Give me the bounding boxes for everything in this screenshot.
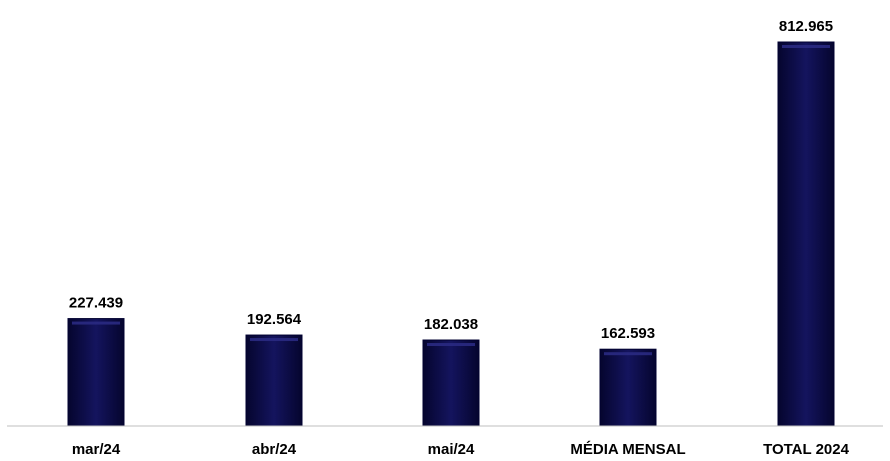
value-label-4: 812.965 <box>779 18 833 35</box>
value-label-2: 182.038 <box>424 316 478 333</box>
category-label-2: mai/24 <box>428 441 475 458</box>
value-label-1: 192.564 <box>247 311 302 328</box>
bars-group <box>67 41 835 427</box>
bar-highlight-0 <box>72 321 120 325</box>
bar-4 <box>777 41 835 427</box>
value-labels-group: 227.439 192.564 182.038 162.593 812.965 <box>69 18 833 342</box>
bar-2 <box>422 339 480 427</box>
value-label-3: 162.593 <box>601 325 655 342</box>
value-label-0: 227.439 <box>69 295 123 312</box>
category-label-0: mar/24 <box>72 441 121 458</box>
bar-highlight-2 <box>427 343 475 347</box>
category-label-4: TOTAL 2024 <box>763 441 850 458</box>
category-labels-group: mar/24 abr/24 mai/24 MÉDIA MENSAL TOTAL 2024 <box>72 441 850 458</box>
category-label-1: abr/24 <box>252 441 297 458</box>
bar-highlight-1 <box>250 338 298 342</box>
bar-highlight-4 <box>782 45 830 48</box>
bar-0 <box>67 318 125 427</box>
bar-highlight-3 <box>604 352 652 356</box>
bar-3 <box>599 348 657 427</box>
category-label-3: MÉDIA MENSAL <box>570 441 685 458</box>
bar-1 <box>245 334 303 427</box>
